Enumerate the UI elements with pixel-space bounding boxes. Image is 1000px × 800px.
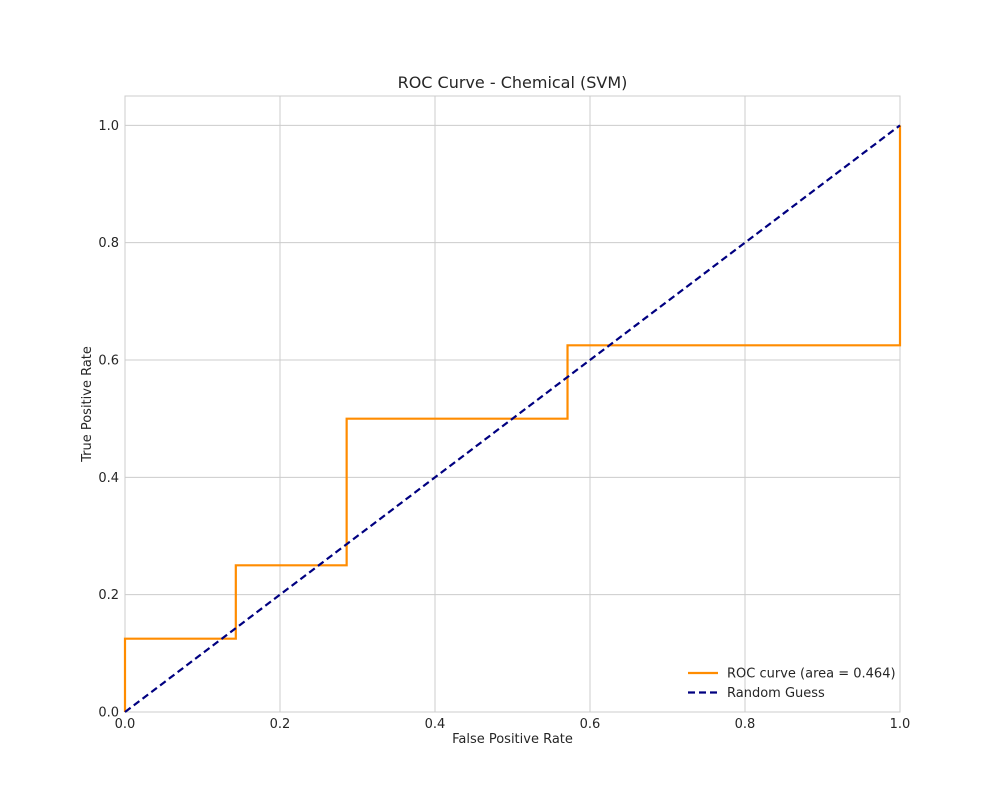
x-tick-label: 0.0 (115, 717, 136, 732)
y-axis-ticks: 0.0 0.2 0.4 0.6 0.8 1.0 (98, 119, 119, 721)
x-tick-label: 0.2 (270, 717, 291, 732)
x-axis-ticks: 0.0 0.2 0.4 0.6 0.8 1.0 (115, 717, 911, 732)
plot-frame (124, 95, 901, 713)
roc-curve-line (123, 125, 902, 712)
y-tick-label: 0.8 (98, 236, 119, 251)
chart-title: ROC Curve - Chemical (SVM) (398, 73, 628, 92)
y-tick-label: 0.2 (98, 588, 119, 603)
x-tick-label: 0.4 (425, 717, 446, 732)
y-tick-label: 0.6 (98, 354, 119, 369)
legend-label: ROC curve (area = 0.464) (727, 667, 896, 682)
series-lines (123, 124, 902, 713)
random-guess-line (124, 124, 901, 713)
x-tick-label: 0.6 (580, 717, 601, 732)
x-tick-label: 1.0 (890, 717, 911, 732)
y-tick-label: 1.0 (98, 119, 119, 134)
y-tick-label: 0.4 (98, 471, 119, 486)
grid (124, 96, 901, 713)
legend: ROC curve (area = 0.464) Random Guess (688, 667, 896, 701)
y-axis-label: True Positive Rate (80, 346, 95, 463)
y-tick-label: 0.0 (98, 706, 119, 721)
x-tick-label: 0.8 (735, 717, 756, 732)
legend-label: Random Guess (727, 686, 825, 701)
x-axis-label: False Positive Rate (452, 732, 573, 747)
